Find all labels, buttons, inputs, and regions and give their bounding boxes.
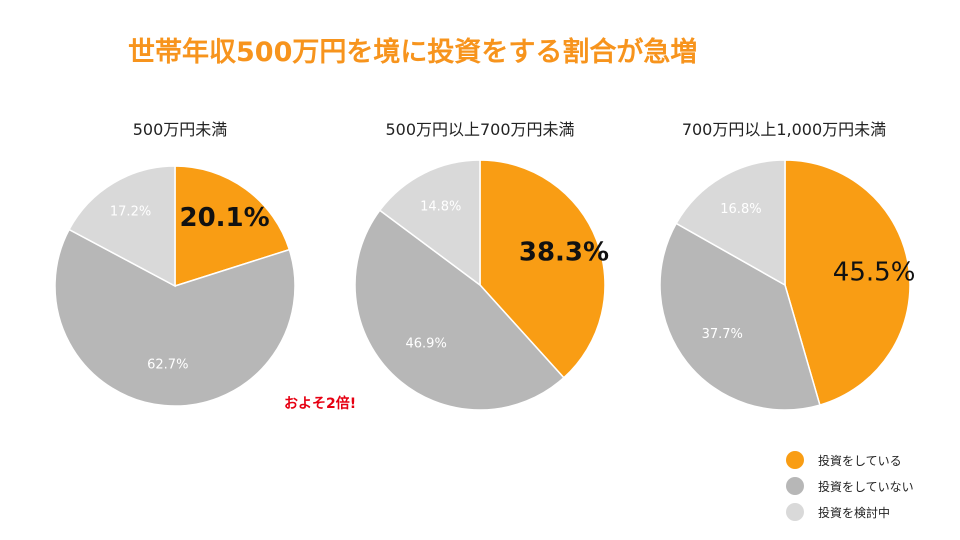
legend-label-considering: 投資を検討中 — [818, 505, 891, 520]
legend-swatch-considering — [786, 503, 804, 521]
pie-chart-500-700: 38.3% 46.9% 14.8% — [354, 159, 609, 411]
data-label-not-investing: 62.7% — [147, 357, 188, 372]
data-label-investing: 45.5% — [833, 257, 916, 287]
legend-swatch-not-investing — [786, 477, 804, 495]
legend: 投資をしている 投資をしていない 投資を検討中 — [786, 447, 914, 525]
page-title: 世帯年収500万円を境に投資をする割合が急増 — [128, 37, 698, 68]
pie-slice-considering — [675, 159, 786, 287]
legend-item-considering: 投資を検討中 — [786, 499, 914, 525]
data-label-investing: 20.1% — [179, 203, 269, 233]
legend-swatch-investing — [786, 451, 804, 469]
legend-label-not-investing: 投資をしていない — [818, 479, 914, 494]
pie-slice-investing — [479, 159, 606, 379]
pie-slice-not-investing — [354, 209, 565, 411]
pie-slice-considering — [68, 165, 176, 288]
pie-chart-700-1000: 45.5% 37.7% 16.8% — [659, 159, 915, 411]
data-label-considering: 14.8% — [420, 199, 461, 214]
legend-label-investing: 投資をしている — [818, 453, 902, 468]
data-label-not-investing: 37.7% — [702, 327, 743, 342]
pie-chart-under-500: 20.1% 62.7% 17.2% — [54, 165, 296, 407]
pie-slice-investing — [784, 159, 911, 406]
pie-slice-not-investing — [659, 222, 821, 411]
data-label-investing: 38.3% — [519, 238, 609, 268]
legend-item-not-investing: 投資をしていない — [786, 473, 914, 499]
data-label-considering: 17.2% — [110, 204, 151, 219]
data-label-not-investing: 46.9% — [406, 337, 447, 352]
pie-slice-considering — [378, 159, 481, 287]
chart-title-700-1000: 700万円以上1,000万円未満 — [681, 120, 887, 139]
chart-title-500-700: 500万円以上700万円未満 — [385, 120, 575, 139]
data-label-considering: 16.8% — [720, 202, 761, 217]
callout-about-double: およそ2倍! — [284, 396, 357, 412]
pie-slice-investing — [174, 165, 291, 288]
chart-title-under-500: 500万円未満 — [132, 120, 228, 139]
pie-slice-not-investing — [54, 228, 296, 407]
legend-item-investing: 投資をしている — [786, 447, 914, 473]
